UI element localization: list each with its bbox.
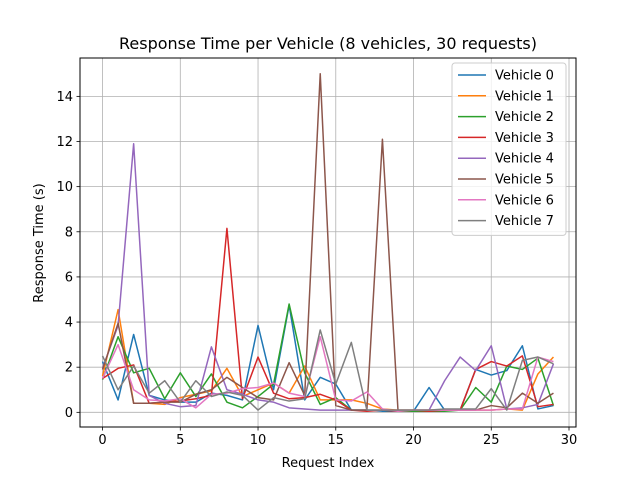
y-tick-label: 14 xyxy=(56,90,73,105)
y-tick-label: 4 xyxy=(65,316,73,331)
axis-ticks: 0 5 10 15 20 25 30 0 2 4 6 8 10 12 14 xyxy=(56,90,577,448)
x-axis-label: Request Index xyxy=(282,456,375,471)
series-line-vehicle-2 xyxy=(101,303,555,412)
legend-box xyxy=(451,62,567,236)
series-line-vehicle-3 xyxy=(102,227,554,412)
x-tick-label: 30 xyxy=(561,433,578,448)
y-axis-label: Response Time (s) xyxy=(32,183,47,302)
x-tick-label: 5 xyxy=(176,433,184,448)
legend-entry-label: Vehicle 5 xyxy=(495,173,554,188)
y-tick-label: 10 xyxy=(56,180,73,195)
legend-entry-label: Vehicle 3 xyxy=(495,131,554,146)
chart-title: Response Time per Vehicle (8 vehicles, 3… xyxy=(119,34,537,53)
y-tick-label: 6 xyxy=(65,270,73,285)
grid xyxy=(80,58,576,427)
legend-entry-label: Vehicle 6 xyxy=(495,193,554,208)
x-tick-label: 15 xyxy=(328,433,345,448)
series-lines xyxy=(101,73,555,412)
y-tick-label: 8 xyxy=(65,225,73,240)
legend-entry-label: Vehicle 0 xyxy=(495,69,554,84)
legend-entry-label: Vehicle 4 xyxy=(495,152,554,167)
x-tick-label: 20 xyxy=(405,433,422,448)
legend-entry-label: Vehicle 2 xyxy=(495,110,554,125)
series-line-vehicle-7 xyxy=(101,329,554,411)
x-tick-label: 10 xyxy=(250,433,267,448)
y-tick-label: 12 xyxy=(56,135,73,150)
series-line-vehicle-5 xyxy=(101,73,554,411)
legend-entry-label: Vehicle 7 xyxy=(495,214,554,229)
y-tick-label: 0 xyxy=(65,406,73,421)
series-line-vehicle-4 xyxy=(101,143,555,411)
plot-frame xyxy=(79,57,577,428)
x-tick-label: 25 xyxy=(483,433,500,448)
legend: Vehicle 0 Vehicle 1 Vehicle 2 Vehicle 3 Vehi… xyxy=(451,62,567,236)
y-tick-label: 2 xyxy=(65,361,73,376)
legend-entry-label: Vehicle 1 xyxy=(495,89,554,104)
x-tick-label: 0 xyxy=(98,433,106,448)
